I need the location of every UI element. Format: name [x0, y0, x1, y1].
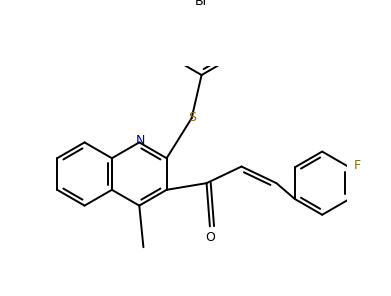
Text: F: F [354, 159, 361, 172]
Text: N: N [135, 134, 145, 147]
Text: S: S [188, 111, 196, 124]
Text: Br: Br [195, 0, 208, 8]
Text: O: O [205, 231, 215, 244]
